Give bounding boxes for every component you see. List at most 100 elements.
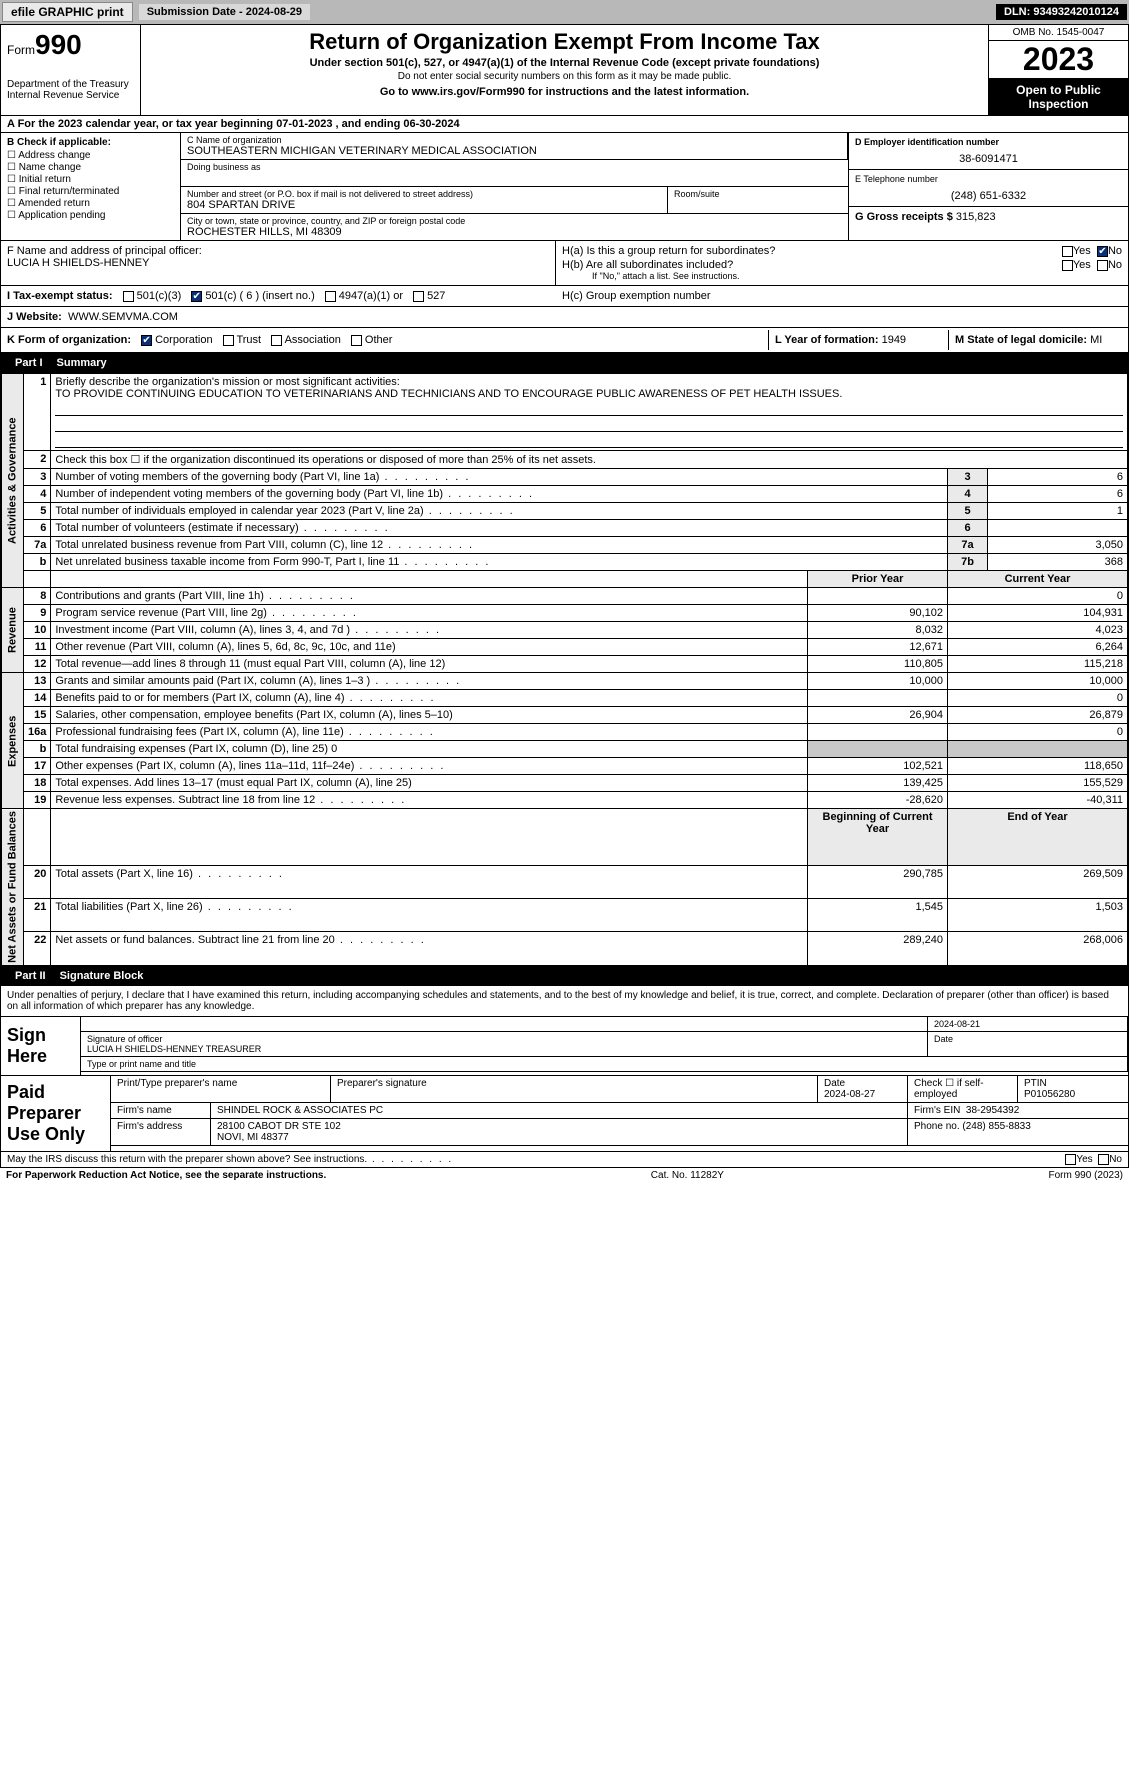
summary-row: 21Total liabilities (Part X, line 26)1,5… xyxy=(2,899,1128,932)
box-b-checkboxes: B Check if applicable: Address change Na… xyxy=(1,133,181,240)
chk-application-pending[interactable]: Application pending xyxy=(7,210,174,221)
chk-corporation[interactable]: ✔ xyxy=(141,335,152,346)
chk-association[interactable] xyxy=(271,335,282,346)
discuss-return: May the IRS discuss this return with the… xyxy=(1,1151,1128,1167)
hb-subordinates: H(b) Are all subordinates included? Yes … xyxy=(562,259,1122,271)
summary-row: 18Total expenses. Add lines 13–17 (must … xyxy=(2,775,1128,792)
ha-yes[interactable] xyxy=(1062,246,1073,257)
state-domicile-value: MI xyxy=(1090,334,1102,346)
summary-row: 17Other expenses (Part IX, column (A), l… xyxy=(2,758,1128,775)
org-name-label: C Name of organization xyxy=(187,135,841,145)
self-employed-check[interactable]: Check ☐ if self-employed xyxy=(908,1076,1018,1102)
chk-4947[interactable] xyxy=(325,291,336,302)
preparer-name-label: Print/Type preparer's name xyxy=(111,1076,331,1102)
col-end-year: End of Year xyxy=(948,809,1128,866)
discuss-yes[interactable] xyxy=(1065,1154,1076,1165)
paid-preparer-block: Paid Preparer Use Only Print/Type prepar… xyxy=(1,1075,1128,1151)
summary-row: 7aTotal unrelated business revenue from … xyxy=(2,537,1128,554)
firm-address-line2: NOVI, MI 48377 xyxy=(217,1132,289,1143)
chk-address-change[interactable]: Address change xyxy=(7,150,174,161)
chk-527[interactable] xyxy=(413,291,424,302)
summary-row: 22Net assets or fund balances. Subtract … xyxy=(2,932,1128,965)
chk-501c3[interactable] xyxy=(123,291,134,302)
paid-preparer-label: Paid Preparer Use Only xyxy=(1,1076,111,1151)
sig-date: 2024-08-21 xyxy=(928,1017,1128,1031)
paperwork-notice: For Paperwork Reduction Act Notice, see … xyxy=(6,1170,326,1181)
room-label: Room/suite xyxy=(674,189,842,199)
form-title: Return of Organization Exempt From Incom… xyxy=(147,29,982,55)
form-990: Form990 Department of the Treasury Inter… xyxy=(0,24,1129,1168)
side-net-assets: Net Assets or Fund Balances xyxy=(2,809,24,966)
officer-name: LUCIA H SHIELDS-HENNEY xyxy=(7,257,549,269)
hb-no[interactable] xyxy=(1097,260,1108,271)
preparer-signature-label: Preparer's signature xyxy=(331,1076,818,1102)
firm-phone: (248) 855-8833 xyxy=(962,1121,1030,1132)
hb-note: If "No," attach a list. See instructions… xyxy=(592,271,1122,281)
chk-amended-return[interactable]: Amended return xyxy=(7,198,174,209)
sign-here-label: Sign Here xyxy=(1,1017,81,1075)
efile-print-button[interactable]: efile GRAPHIC print xyxy=(2,2,133,22)
tax-year: 2023 xyxy=(989,41,1128,79)
sig-officer-label: Signature of officer xyxy=(87,1034,162,1044)
catalog-number: Cat. No. 11282Y xyxy=(651,1170,724,1181)
summary-row: 6Total number of volunteers (estimate if… xyxy=(2,520,1128,537)
instructions-link[interactable]: Go to www.irs.gov/Form990 for instructio… xyxy=(147,86,982,98)
gross-receipts-label: G Gross receipts $ xyxy=(855,211,953,223)
chk-trust[interactable] xyxy=(223,335,234,346)
type-name-label: Type or print name and title xyxy=(87,1059,196,1069)
chk-other[interactable] xyxy=(351,335,362,346)
dba-label: Doing business as xyxy=(187,162,842,172)
tax-exempt-label: I Tax-exempt status: xyxy=(7,290,113,302)
ein-label: D Employer identification number xyxy=(855,137,1122,147)
open-to-public: Open to Public Inspection xyxy=(989,79,1128,115)
ha-no[interactable]: ✔ xyxy=(1097,246,1108,257)
form-org-label: K Form of organization: xyxy=(7,334,131,346)
side-revenue: Revenue xyxy=(2,588,24,673)
toolbar: efile GRAPHIC print Submission Date - 20… xyxy=(0,0,1129,24)
preparer-date: 2024-08-27 xyxy=(824,1089,875,1100)
telephone-label: E Telephone number xyxy=(855,174,1122,184)
summary-row: 9Program service revenue (Part VIII, lin… xyxy=(2,605,1128,622)
hb-yes[interactable] xyxy=(1062,260,1073,271)
form-number: Form990 xyxy=(7,29,134,61)
gross-receipts-value: 315,823 xyxy=(956,211,996,223)
sig-officer-name: LUCIA H SHIELDS-HENNEY TREASURER xyxy=(87,1044,261,1054)
firm-name: SHINDEL ROCK & ASSOCIATES PC xyxy=(211,1103,908,1118)
ein-value: 38-6091471 xyxy=(855,153,1122,165)
form-subtitle: Under section 501(c), 527, or 4947(a)(1)… xyxy=(147,57,982,69)
part-1-header: Part I Summary xyxy=(1,353,1128,373)
form-header: Form990 Department of the Treasury Inter… xyxy=(1,25,1128,116)
perjury-declaration: Under penalties of perjury, I declare th… xyxy=(1,986,1128,1017)
website-label: J Website: xyxy=(7,311,62,323)
line2-checkbox: Check this box ☐ if the organization dis… xyxy=(51,451,1128,469)
firm-address-line1: 28100 CABOT DR STE 102 xyxy=(217,1121,341,1132)
discuss-no[interactable] xyxy=(1098,1154,1109,1165)
dln-label: DLN: 93493242010124 xyxy=(996,4,1127,20)
summary-row: bTotal fundraising expenses (Part IX, co… xyxy=(2,741,1128,758)
col-prior-year: Prior Year xyxy=(808,571,948,588)
sig-date-label: Date xyxy=(934,1034,953,1044)
chk-501c[interactable]: ✔ xyxy=(191,291,202,302)
year-formation-value: 1949 xyxy=(882,334,906,346)
chk-initial-return[interactable]: Initial return xyxy=(7,174,174,185)
summary-row: 19Revenue less expenses. Subtract line 1… xyxy=(2,792,1128,809)
ha-group-return: H(a) Is this a group return for subordin… xyxy=(562,245,1122,257)
street-address: 804 SPARTAN DRIVE xyxy=(187,199,661,211)
firm-ein: 38-2954392 xyxy=(966,1105,1019,1116)
mission-text: TO PROVIDE CONTINUING EDUCATION TO VETER… xyxy=(55,388,842,400)
officer-label: F Name and address of principal officer: xyxy=(7,245,549,257)
website-value[interactable]: WWW.SEMVMA.COM xyxy=(68,311,178,323)
chk-name-change[interactable]: Name change xyxy=(7,162,174,173)
chk-final-return[interactable]: Final return/terminated xyxy=(7,186,174,197)
form-ref: Form 990 (2023) xyxy=(1049,1170,1123,1181)
sign-here-block: Sign Here 2024-08-21 Signature of office… xyxy=(1,1017,1128,1075)
summary-row: 10Investment income (Part VIII, column (… xyxy=(2,622,1128,639)
summary-row: bNet unrelated business taxable income f… xyxy=(2,554,1128,571)
line1-label: Briefly describe the organization's miss… xyxy=(55,376,399,388)
col-beginning-year: Beginning of Current Year xyxy=(808,809,948,866)
year-formation-label: L Year of formation: xyxy=(775,334,879,346)
street-label: Number and street (or P.O. box if mail i… xyxy=(187,189,661,199)
summary-row: 12Total revenue—add lines 8 through 11 (… xyxy=(2,656,1128,673)
summary-row: 11Other revenue (Part VIII, column (A), … xyxy=(2,639,1128,656)
summary-row: 15Salaries, other compensation, employee… xyxy=(2,707,1128,724)
